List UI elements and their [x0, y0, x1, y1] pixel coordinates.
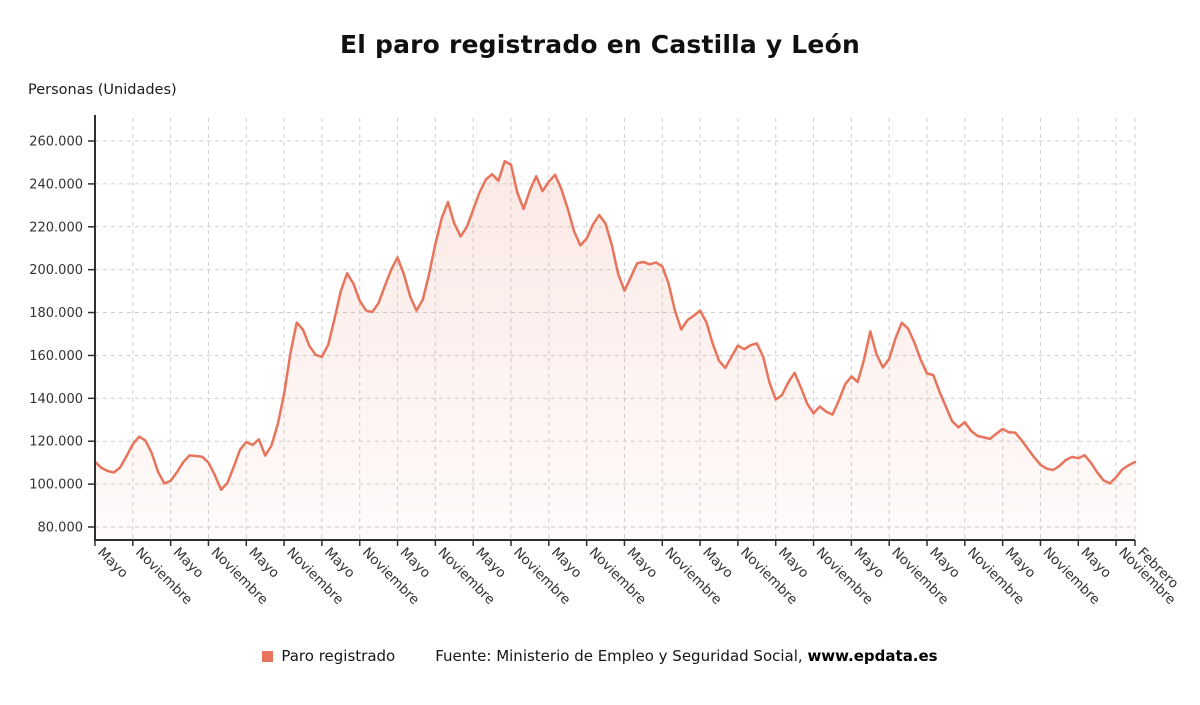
legend-series-label: Paro registrado [281, 647, 396, 665]
axes [88, 115, 1136, 546]
y-tick-label: 220.000 [29, 220, 83, 235]
y-tick-label: 180.000 [29, 306, 83, 321]
x-tick-label: Mayo [94, 545, 131, 582]
y-tick-label: 120.000 [29, 435, 83, 450]
source-text: Fuente: Ministerio de Empleo y Seguridad… [435, 647, 808, 665]
legend-item-paro-registrado[interactable]: Paro registrado [262, 647, 395, 665]
y-axis-title: Personas (Unidades) [28, 82, 177, 98]
y-tick-label: 100.000 [29, 478, 83, 493]
y-tick-label: 160.000 [29, 349, 83, 364]
y-tick-labels: 80.000 100.000 120.000 140.000 160.000 180.00… [29, 135, 83, 536]
legend-swatch [262, 650, 274, 662]
source-line: Fuente: Ministerio de Empleo y Seguridad… [435, 647, 937, 665]
series-area [95, 161, 1135, 540]
y-tick-label: 260.000 [29, 135, 83, 150]
chart-title: El paro registrado en Castilla y León [340, 30, 860, 59]
source-link[interactable]: www.epdata.es [807, 647, 938, 665]
legend: Paro registrado Fuente: Ministerio de Em… [0, 647, 1200, 665]
y-tick-label: 80.000 [38, 521, 84, 536]
series-group [93, 159, 1137, 540]
y-tick-label: 240.000 [29, 177, 83, 192]
series-line [93, 159, 1137, 491]
y-tick-label: 140.000 [29, 392, 83, 407]
y-tick-label: 200.000 [29, 263, 83, 278]
